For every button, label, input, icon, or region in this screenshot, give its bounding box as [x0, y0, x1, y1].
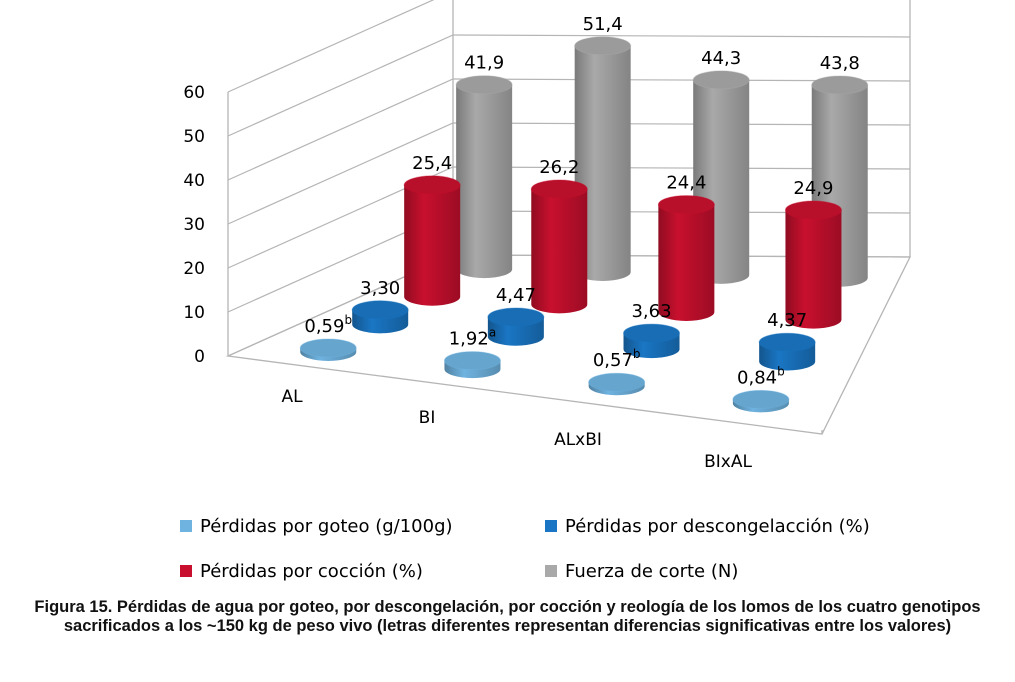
data-label: 1,92a	[449, 326, 496, 350]
legend-label-4: Fuerza de corte (N)	[565, 561, 738, 582]
y-tick-label: 10	[183, 303, 205, 323]
bar-bixal-series-3: 24,9	[784, 178, 842, 329]
bar-alxbi-series-1: 0,57b	[588, 347, 646, 396]
data-label: 4,37	[767, 310, 807, 331]
data-label: 51,4	[583, 14, 623, 35]
chart-bars: 41,9 51,4 44,3 43,8 25,4 26,2 24,4 24,9 3,30 4,47…	[299, 14, 869, 413]
data-label: 25,4	[412, 153, 452, 174]
legend-swatch-3	[180, 565, 192, 577]
data-label: 44,3	[701, 48, 741, 69]
bar-bixal-series-1: 0,84b	[732, 364, 790, 413]
y-tick-label: 40	[183, 171, 205, 191]
legend-swatch-4	[545, 565, 557, 577]
data-label: 0,57b	[593, 347, 641, 371]
bar-al-series-1: 0,59b	[299, 313, 357, 361]
data-label: 0,84b	[737, 364, 785, 388]
bar-bi-series-2: 4,47	[487, 285, 545, 346]
bar-bi-series-4: 51,4	[574, 14, 632, 281]
category-labels: AL BI ALxBI BIxAL	[281, 387, 752, 472]
category-label-bixal: BIxAL	[704, 452, 752, 472]
bar-al-series-4: 41,9	[455, 53, 513, 279]
y-axis-ticks: 0 10 20 30 40 50 60	[183, 83, 205, 367]
gridline-50	[227, 34, 911, 137]
figure-caption: Figura 15. Pérdidas de agua por goteo, p…	[34, 598, 981, 635]
legend-swatch-2	[545, 520, 557, 532]
gridline-30	[227, 122, 911, 225]
data-label: 24,4	[666, 173, 706, 194]
category-label-al: AL	[281, 387, 303, 407]
category-label-alxbi: ALxBI	[554, 430, 602, 450]
legend-label-3: Pérdidas por cocción (%)	[200, 561, 423, 582]
y-tick-label: 50	[183, 127, 205, 147]
y-tick-label: 30	[183, 215, 205, 235]
data-label: 24,9	[793, 178, 833, 199]
category-label-bi: BI	[419, 408, 436, 428]
y-tick-label: 60	[183, 83, 205, 103]
bar-al-series-3: 25,4	[403, 153, 461, 306]
bar-al-series-2: 3,30	[351, 278, 409, 334]
legend-label-1: Pérdidas por goteo (g/100g)	[200, 516, 453, 537]
data-label: 3,63	[631, 301, 671, 322]
data-label: 4,47	[496, 285, 536, 306]
data-label: 26,2	[539, 157, 579, 178]
bar-alxbi-series-3: 24,4	[657, 173, 715, 321]
gridline-40	[227, 78, 911, 181]
legend-label-2: Pérdidas por descongelacción (%)	[565, 516, 870, 537]
y-tick-label: 0	[194, 347, 205, 367]
y-tick-label: 20	[183, 259, 205, 279]
bar-bi-series-1: 1,92a	[443, 326, 501, 379]
bar-bi-series-3: 26,2	[530, 157, 588, 314]
data-label: 43,8	[820, 53, 860, 74]
chart-legend: Pérdidas por goteo (g/100g) Pérdidas por …	[180, 516, 870, 582]
gridline-60	[227, 0, 435, 93]
cylinder-bar-chart: 0 10 20 30 40 50 60 41,9 51,4 44,3 43,8 25,4 26,2 24…	[180, 0, 912, 582]
bar-alxbi-series-2: 3,63	[623, 301, 681, 359]
legend-swatch-1	[180, 520, 192, 532]
data-label: 41,9	[464, 53, 504, 74]
data-label: 3,30	[360, 278, 400, 299]
bar-bixal-series-2: 4,37	[758, 310, 816, 371]
gridline-20	[227, 166, 911, 269]
data-label: 0,59b	[304, 313, 352, 337]
